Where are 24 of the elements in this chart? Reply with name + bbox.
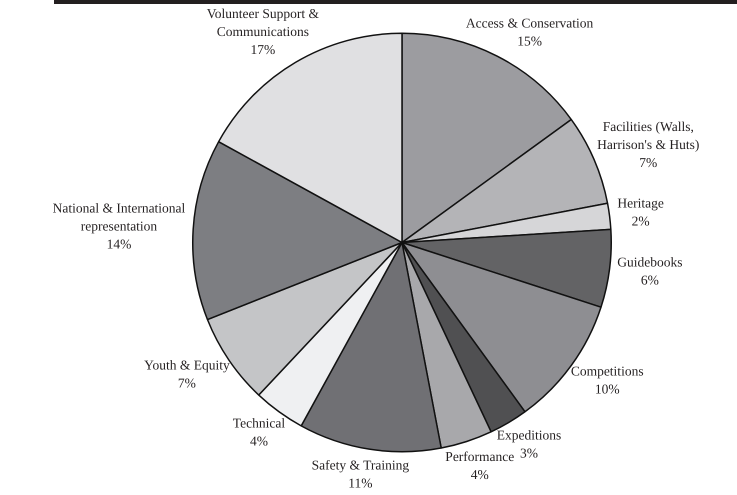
slice-label: Performance — [445, 448, 514, 464]
data-label: 6% — [640, 272, 659, 288]
slice-label: Youth & Equity — [144, 357, 230, 372]
data-label: 4% — [470, 466, 489, 482]
slice-label: Competitions — [570, 363, 644, 378]
data-label: 14% — [106, 236, 132, 252]
data-label: 15% — [517, 33, 542, 48]
data-label: 2% — [632, 214, 650, 229]
data-label: 7% — [178, 375, 196, 390]
slice-label: Safety & Training — [312, 457, 410, 472]
data-label: 4% — [250, 433, 268, 448]
data-label: 17% — [250, 42, 276, 57]
slice-label: Guidebooks — [617, 254, 683, 270]
slice-label: Access & Conservation — [466, 15, 594, 30]
slice-label: Volunteer Support & Communications — [206, 6, 320, 39]
data-label: 11% — [348, 475, 372, 490]
slice-label: Expeditions — [496, 428, 562, 443]
data-label: 7% — [639, 155, 658, 170]
data-label: 10% — [594, 381, 620, 396]
slice-label: Technical — [232, 415, 286, 430]
data-label: 3% — [520, 446, 538, 461]
slice-label: National & International representation — [52, 200, 186, 234]
slice-label: Heritage — [617, 196, 664, 211]
slice-label: Facilities (Walls, Harrison's & Huts) — [597, 119, 700, 152]
